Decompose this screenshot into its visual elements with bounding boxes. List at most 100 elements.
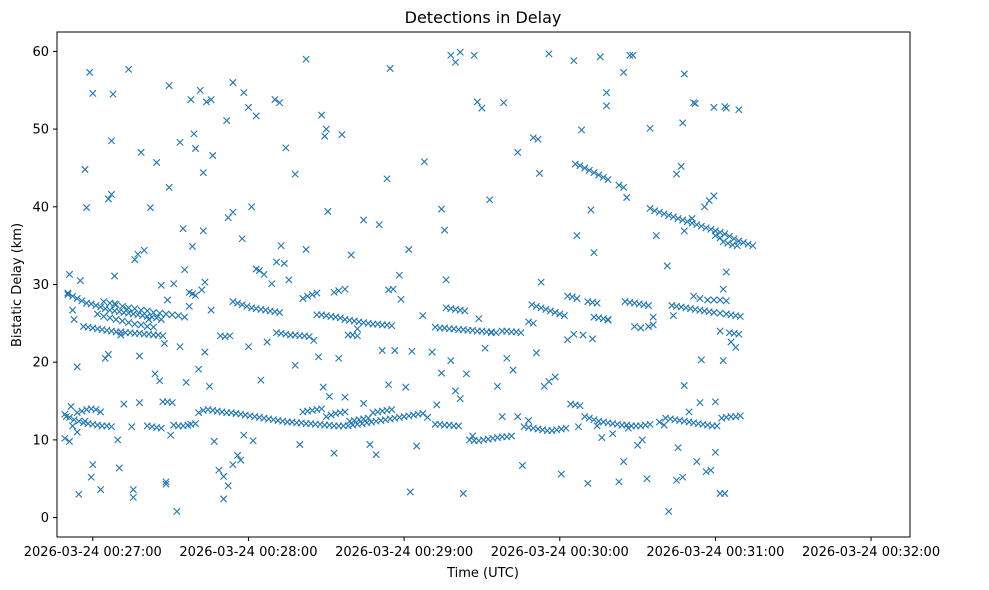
data-point xyxy=(386,64,394,73)
data-point xyxy=(711,448,719,456)
data-point xyxy=(97,408,105,416)
data-point xyxy=(64,289,72,297)
data-point xyxy=(623,193,631,202)
data-point xyxy=(83,204,91,212)
data-point xyxy=(730,235,738,243)
data-point xyxy=(542,305,550,313)
data-point xyxy=(665,507,673,515)
data-point xyxy=(305,333,313,341)
data-point xyxy=(114,436,122,444)
data-point xyxy=(100,312,108,320)
data-point xyxy=(710,308,718,317)
data-point xyxy=(137,148,145,156)
data-point xyxy=(649,313,657,321)
y-tick-label: 60 xyxy=(32,45,49,60)
data-point xyxy=(353,332,361,340)
data-point xyxy=(461,307,469,315)
data-point xyxy=(735,237,743,245)
data-point xyxy=(518,461,526,470)
data-point xyxy=(683,218,691,226)
data-point xyxy=(413,442,421,450)
data-point xyxy=(749,242,757,250)
data-point xyxy=(546,307,554,315)
data-point xyxy=(280,259,288,268)
data-point xyxy=(669,213,677,221)
data-point xyxy=(92,301,100,310)
data-point xyxy=(165,183,173,191)
data-point xyxy=(456,48,464,56)
data-point xyxy=(145,315,153,324)
data-point xyxy=(118,302,126,310)
data-point xyxy=(156,377,164,385)
data-point xyxy=(711,398,719,406)
data-point xyxy=(165,82,173,90)
data-point xyxy=(437,205,446,213)
data-point xyxy=(702,224,710,232)
data-point xyxy=(534,135,542,143)
data-point xyxy=(451,58,460,66)
data-point xyxy=(120,400,128,408)
data-point xyxy=(716,327,724,335)
data-point xyxy=(234,299,242,307)
data-point xyxy=(570,57,578,65)
data-point xyxy=(360,216,368,224)
data-point xyxy=(389,285,397,293)
data-point xyxy=(65,437,74,445)
data-point xyxy=(615,181,623,189)
data-point xyxy=(198,286,206,294)
y-tick-label: 0 xyxy=(41,511,49,526)
data-point xyxy=(384,381,393,389)
data-point xyxy=(302,55,310,63)
data-point xyxy=(238,301,246,309)
data-point xyxy=(428,348,436,356)
data-point xyxy=(118,317,126,325)
data-point xyxy=(514,148,522,156)
data-point xyxy=(570,330,578,338)
data-point xyxy=(187,96,195,104)
data-point xyxy=(722,104,730,112)
data-point xyxy=(576,162,584,170)
data-point xyxy=(115,464,123,472)
data-point xyxy=(302,245,310,254)
data-point xyxy=(146,204,154,212)
data-point xyxy=(638,436,646,444)
data-point xyxy=(263,338,271,346)
data-point xyxy=(674,444,682,452)
data-point xyxy=(104,195,112,203)
data-point xyxy=(366,440,374,449)
data-point xyxy=(86,68,94,76)
data-point xyxy=(81,165,89,174)
data-point xyxy=(593,422,601,430)
data-point xyxy=(131,256,139,264)
data-point xyxy=(173,507,181,515)
data-point xyxy=(107,423,116,431)
data-point xyxy=(107,137,116,145)
data-point xyxy=(330,449,338,457)
data-point xyxy=(104,350,112,358)
data-point xyxy=(724,239,732,247)
data-point xyxy=(73,294,81,303)
data-point xyxy=(704,296,712,304)
data-point xyxy=(135,352,144,360)
data-point xyxy=(537,278,545,286)
data-point xyxy=(97,486,105,494)
data-point xyxy=(327,411,335,419)
data-point xyxy=(405,245,413,254)
data-point xyxy=(185,302,193,310)
data-point xyxy=(596,53,604,61)
data-point xyxy=(697,222,705,230)
data-point xyxy=(447,51,455,59)
data-point xyxy=(149,323,158,331)
data-point xyxy=(129,493,137,501)
data-point xyxy=(188,242,196,250)
data-point xyxy=(514,413,522,421)
data-point xyxy=(643,475,651,483)
data-point xyxy=(322,413,330,421)
data-point xyxy=(157,315,165,324)
data-point xyxy=(276,308,284,317)
data-point xyxy=(736,312,744,320)
data-point xyxy=(423,413,432,421)
data-point xyxy=(736,412,744,420)
data-point xyxy=(153,158,161,167)
data-point xyxy=(442,276,450,284)
